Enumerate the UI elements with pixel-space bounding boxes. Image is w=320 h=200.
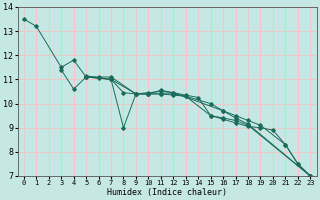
X-axis label: Humidex (Indice chaleur): Humidex (Indice chaleur) [107, 188, 227, 197]
